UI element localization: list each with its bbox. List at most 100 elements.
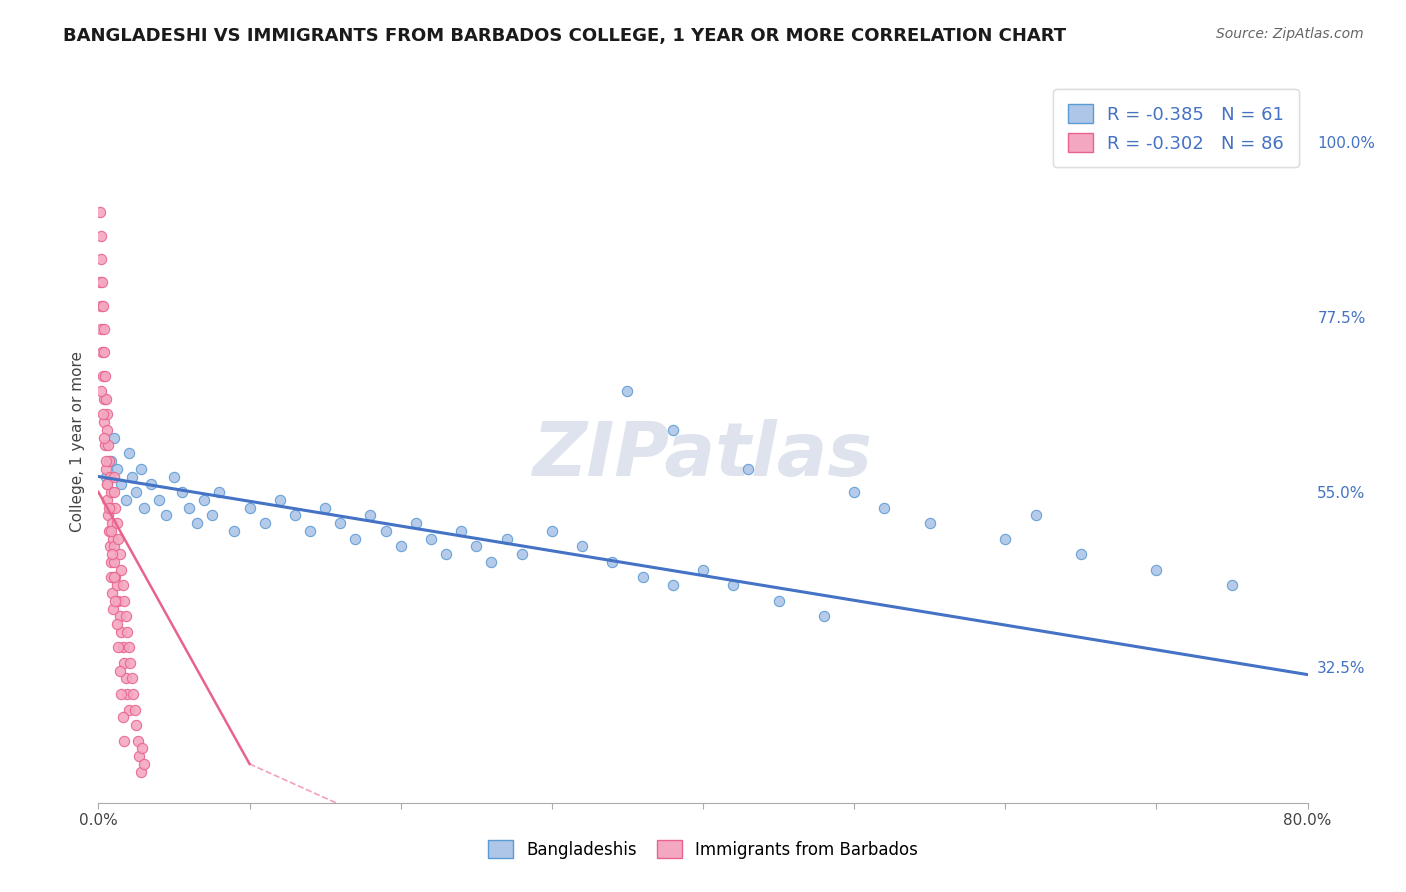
- Point: [616, 384, 638, 398]
- Point: [90, 299, 112, 313]
- Point: [93, 322, 115, 336]
- Point: [360, 508, 382, 523]
- Point: [661, 423, 683, 437]
- Point: [89, 205, 111, 219]
- Point: [239, 500, 262, 515]
- Point: [284, 508, 307, 523]
- Point: [201, 508, 224, 523]
- Point: [100, 454, 122, 468]
- Point: [170, 485, 193, 500]
- Point: [101, 532, 124, 546]
- Point: [329, 516, 352, 530]
- Point: [104, 594, 127, 608]
- Point: [420, 532, 443, 546]
- Point: [120, 656, 142, 670]
- Text: ZIPatlas: ZIPatlas: [533, 419, 873, 492]
- Point: [112, 656, 135, 670]
- Point: [103, 570, 125, 584]
- Point: [118, 640, 141, 655]
- Point: [91, 299, 114, 313]
- Point: [111, 578, 134, 592]
- Point: [96, 477, 118, 491]
- Point: [100, 485, 122, 500]
- Point: [90, 322, 112, 336]
- Point: [96, 477, 118, 491]
- Point: [101, 547, 124, 561]
- Point: [105, 578, 128, 592]
- Point: [104, 570, 127, 584]
- Point: [108, 609, 131, 624]
- Point: [91, 408, 114, 422]
- Point: [344, 532, 367, 546]
- Point: [89, 275, 111, 289]
- Point: [114, 672, 136, 686]
- Point: [125, 485, 148, 500]
- Point: [118, 702, 141, 716]
- Point: [98, 540, 121, 554]
- Point: [107, 594, 129, 608]
- Point: [112, 733, 135, 747]
- Point: [631, 570, 654, 584]
- Point: [148, 492, 170, 507]
- Point: [98, 469, 121, 483]
- Point: [602, 555, 624, 569]
- Point: [122, 687, 145, 701]
- Point: [299, 524, 322, 538]
- Point: [115, 624, 138, 639]
- Point: [132, 756, 155, 771]
- Point: [125, 718, 148, 732]
- Text: Source: ZipAtlas.com: Source: ZipAtlas.com: [1216, 27, 1364, 41]
- Point: [374, 524, 396, 538]
- Point: [91, 368, 114, 383]
- Point: [127, 733, 149, 747]
- Point: [571, 540, 593, 554]
- Point: [103, 431, 125, 445]
- Point: [94, 438, 117, 452]
- Point: [107, 640, 129, 655]
- Point: [813, 609, 835, 624]
- Point: [91, 275, 114, 289]
- Point: [91, 345, 114, 359]
- Point: [132, 500, 155, 515]
- Point: [389, 540, 412, 554]
- Point: [94, 469, 117, 483]
- Point: [208, 485, 231, 500]
- Point: [101, 601, 124, 615]
- Point: [115, 687, 138, 701]
- Point: [98, 524, 121, 538]
- Point: [124, 702, 146, 716]
- Point: [114, 609, 136, 624]
- Point: [97, 508, 120, 523]
- Point: [128, 749, 150, 764]
- Point: [692, 563, 714, 577]
- Point: [193, 492, 215, 507]
- Point: [450, 524, 472, 538]
- Point: [1070, 547, 1092, 561]
- Point: [111, 710, 134, 724]
- Point: [994, 532, 1017, 546]
- Point: [844, 485, 866, 500]
- Point: [105, 516, 128, 530]
- Point: [108, 664, 131, 678]
- Point: [90, 228, 112, 243]
- Point: [1220, 578, 1243, 592]
- Point: [129, 764, 152, 779]
- Point: [269, 492, 291, 507]
- Point: [131, 741, 153, 756]
- Point: [141, 477, 163, 491]
- Point: [97, 438, 120, 452]
- Point: [93, 415, 115, 429]
- Point: [110, 563, 132, 577]
- Point: [495, 532, 517, 546]
- Point: [224, 524, 246, 538]
- Point: [481, 555, 503, 569]
- Point: [93, 345, 115, 359]
- Point: [465, 540, 488, 554]
- Text: BANGLADESHI VS IMMIGRANTS FROM BARBADOS COLLEGE, 1 YEAR OR MORE CORRELATION CHAR: BANGLADESHI VS IMMIGRANTS FROM BARBADOS …: [63, 27, 1066, 45]
- Point: [110, 624, 132, 639]
- Point: [314, 500, 336, 515]
- Point: [112, 594, 135, 608]
- Point: [90, 384, 112, 398]
- Point: [434, 547, 457, 561]
- Point: [104, 500, 127, 515]
